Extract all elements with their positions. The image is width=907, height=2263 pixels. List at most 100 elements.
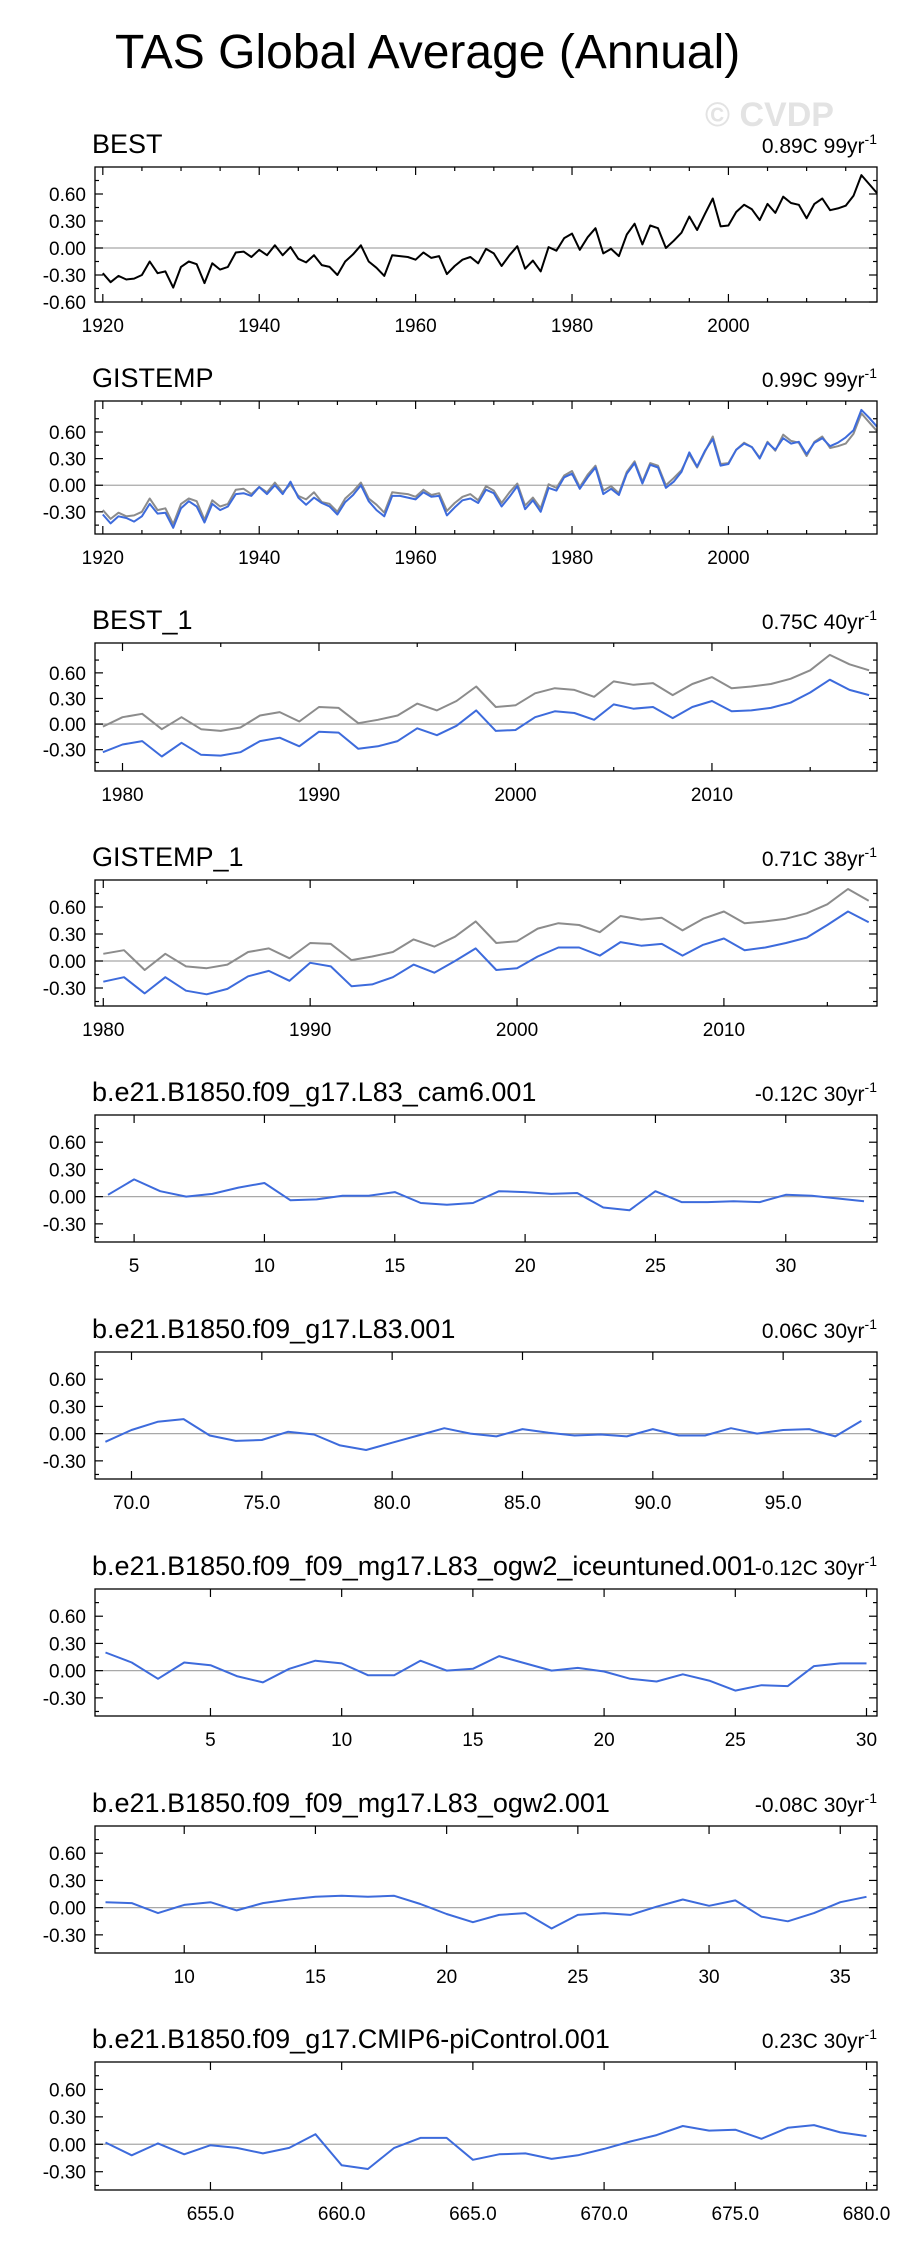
- x-tick-label: 1960: [394, 316, 436, 337]
- x-tick-label: 2000: [707, 316, 749, 337]
- y-tick-label: 0.60: [49, 898, 86, 919]
- y-tick-label: 0.30: [49, 450, 86, 471]
- panel-8: b.e21.B1850.f09_f09_mg17.L83_ogw2.001 -0.…: [43, 1788, 878, 1988]
- y-tick-label: 0.30: [49, 925, 86, 946]
- panel-title: b.e21.B1850.f09_g17.CMIP6-piControl.001: [92, 2024, 610, 2054]
- x-tick-label: 2000: [496, 1020, 538, 1041]
- series-line-gistemp-1: [103, 910, 870, 996]
- y-tick-label: 0.30: [49, 1160, 86, 1181]
- x-tick-label: 1960: [394, 548, 436, 569]
- y-tick-label: -0.30: [43, 266, 86, 287]
- plot-frame: [94, 1351, 878, 1480]
- x-tick-label: 80.0: [374, 1493, 411, 1514]
- y-tick-label: 0.60: [49, 1607, 86, 1628]
- x-tick-label: 10: [331, 1730, 352, 1751]
- x-tick-label: 655.0: [187, 2204, 235, 2225]
- series-line-b-e21-b1850-f09-f09-mg17-l83-ogw2-iceuntuned-001: [105, 1651, 867, 1692]
- y-tick-label: 0.00: [49, 715, 86, 736]
- panel-3: BEST_1 0.75C 40yr-1 -0.30 0.00 0.30 0.60 1980 1…: [43, 605, 878, 806]
- panel-9: b.e21.B1850.f09_g17.CMIP6-piControl.001 0…: [43, 2024, 891, 2225]
- x-tick-label: 1940: [238, 316, 280, 337]
- panel-title: b.e21.B1850.f09_g17.L83_cam6.001: [92, 1077, 536, 1107]
- series-line-best: [102, 174, 878, 289]
- y-tick-label: 0.30: [49, 1634, 86, 1655]
- panel-trend-label: 0.89C 99yr-1: [762, 131, 877, 158]
- y-tick-label: 0.00: [49, 239, 86, 260]
- series-line-b-e21-b1850-f09-g17-l83-001: [104, 1418, 862, 1451]
- x-tick-label: 25: [725, 1730, 746, 1751]
- x-tick-label: 30: [856, 1730, 877, 1751]
- x-tick-label: 10: [174, 1967, 195, 1988]
- x-tick-label: 20: [594, 1730, 615, 1751]
- panels-container: BEST 0.89C 99yr-1 -0.60 -0.30 0.00 0.30 0.60 19…: [43, 129, 891, 2225]
- x-tick-label: 1990: [289, 1020, 331, 1041]
- page-title: TAS Global Average (Annual): [115, 26, 740, 79]
- plot-frame: [94, 166, 878, 303]
- x-tick-label: 2000: [707, 548, 749, 569]
- y-tick-label: -0.30: [43, 1215, 86, 1236]
- panel-trend-label: 0.23C 30yr-1: [762, 2026, 877, 2053]
- series-line-b-e21-b1850-f09-g17-l83-cam6-001: [107, 1178, 865, 1212]
- y-tick-label: -0.30: [43, 1689, 86, 1710]
- y-tick-label: 0.60: [49, 185, 86, 206]
- x-tick-label: 5: [129, 1256, 140, 1277]
- plot-frame: [94, 2061, 878, 2191]
- y-tick-label: 0.00: [49, 476, 86, 497]
- series-line-gistemp: [102, 408, 878, 529]
- x-tick-label: 2010: [703, 1020, 745, 1041]
- x-tick-label: 1940: [238, 548, 280, 569]
- panel-5: b.e21.B1850.f09_g17.L83_cam6.001 -0.12C 3…: [43, 1077, 878, 1277]
- x-tick-label: 25: [567, 1967, 588, 1988]
- panel-trend-label: 0.99C 99yr-1: [762, 365, 877, 392]
- x-tick-label: 30: [775, 1256, 796, 1277]
- y-tick-label: 0.00: [49, 1899, 86, 1920]
- panel-trend-label: -0.12C 30yr-1: [755, 1553, 877, 1580]
- plot-frame: [94, 642, 878, 772]
- panel-2: GISTEMP 0.99C 99yr-1 -0.30 0.00 0.30 0.60 1920…: [43, 363, 878, 569]
- y-tick-label: 0.60: [49, 423, 86, 444]
- y-tick-label: 0.60: [49, 1844, 86, 1865]
- x-tick-label: 30: [698, 1967, 719, 1988]
- panel-trend-label: 0.06C 30yr-1: [762, 1316, 877, 1343]
- y-tick-label: 0.00: [49, 952, 86, 973]
- y-tick-label: 0.30: [49, 1397, 86, 1418]
- y-tick-label: -0.60: [43, 293, 86, 314]
- panel-1: BEST 0.89C 99yr-1 -0.60 -0.30 0.00 0.30 0.60 19…: [43, 129, 878, 337]
- x-tick-label: 75.0: [243, 1493, 280, 1514]
- x-tick-label: 1920: [82, 316, 124, 337]
- plot-frame: [94, 879, 878, 1007]
- x-tick-label: 20: [436, 1967, 457, 1988]
- y-tick-label: -0.30: [43, 741, 86, 762]
- y-tick-label: 0.30: [49, 689, 86, 710]
- x-tick-label: 15: [462, 1730, 483, 1751]
- y-tick-label: -0.30: [43, 2163, 86, 2184]
- plot-frame: [94, 1825, 878, 1954]
- y-tick-label: 0.00: [49, 2135, 86, 2156]
- cvdp-watermark: © CVDP: [705, 96, 834, 134]
- x-tick-label: 90.0: [634, 1493, 671, 1514]
- panel-7: b.e21.B1850.f09_f09_mg17.L83_ogw2_iceunt…: [43, 1551, 878, 1751]
- plot-frame: [94, 400, 878, 535]
- y-tick-label: 0.30: [49, 1871, 86, 1892]
- panel-title: BEST: [92, 129, 163, 159]
- x-tick-label: 1980: [551, 316, 593, 337]
- panel-title: GISTEMP_1: [92, 842, 244, 872]
- x-tick-label: 10: [254, 1256, 275, 1277]
- x-tick-label: 85.0: [504, 1493, 541, 1514]
- x-tick-label: 1990: [298, 785, 340, 806]
- series-line-b-e21-b1850-f09-g17-cmip6-picontrol-001: [105, 2124, 867, 2170]
- x-tick-label: 1980: [82, 1020, 124, 1041]
- plot-frame: [94, 1588, 878, 1717]
- y-tick-label: -0.30: [43, 503, 86, 524]
- panel-4: GISTEMP_1 0.71C 38yr-1 -0.30 0.00 0.30 0.60 19…: [43, 842, 878, 1041]
- x-tick-label: 2000: [494, 785, 536, 806]
- y-tick-label: 0.60: [49, 1370, 86, 1391]
- y-tick-label: -0.30: [43, 1926, 86, 1947]
- x-tick-label: 25: [645, 1256, 666, 1277]
- panel-title: GISTEMP: [92, 363, 214, 393]
- y-tick-label: 0.00: [49, 1425, 86, 1446]
- x-tick-label: 70.0: [113, 1493, 150, 1514]
- y-tick-label: -0.30: [43, 1452, 86, 1473]
- x-tick-label: 1920: [82, 548, 124, 569]
